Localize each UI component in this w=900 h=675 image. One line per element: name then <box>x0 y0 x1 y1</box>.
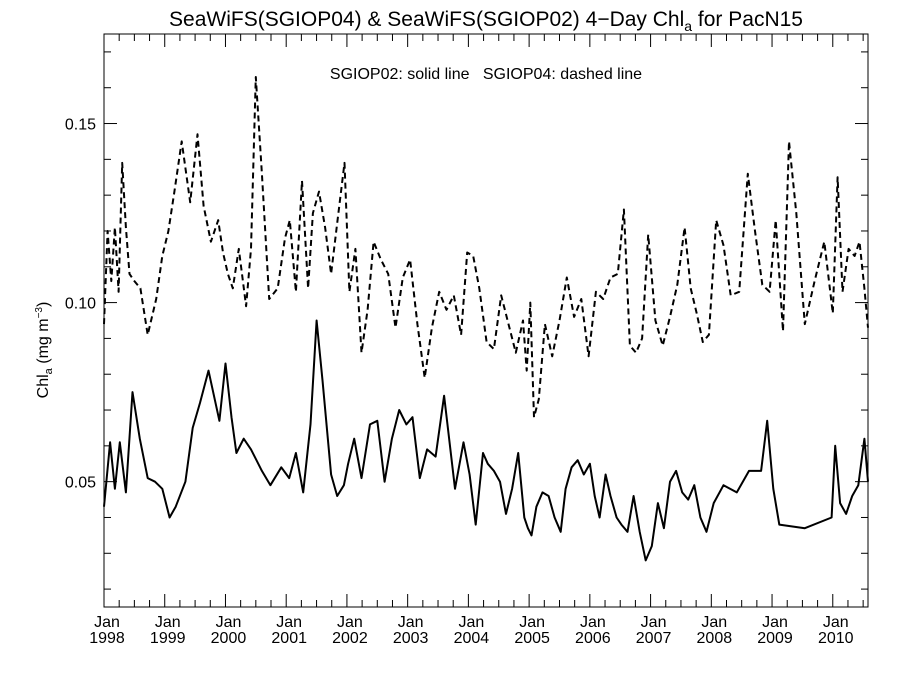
x-tick-label-year: 2002 <box>332 630 368 647</box>
x-tick-label-month: Jan <box>519 614 545 631</box>
x-tick-label-year: 1998 <box>89 630 125 647</box>
y-axis-label-close: ) <box>35 302 52 307</box>
y-axis-label-subscript: a <box>43 367 55 374</box>
y-axis-label-main: Chl <box>35 374 52 398</box>
y-tick-label: 0.05 <box>65 475 96 492</box>
y-axis-label-units: (mg m <box>35 318 52 368</box>
x-tick-label-year: 2004 <box>454 630 490 647</box>
x-tick-label-month: Jan <box>398 614 424 631</box>
chart-title-suffix: for PacN15 <box>692 8 803 31</box>
y-tick-label: 0.15 <box>65 117 96 134</box>
x-tick-label-year: 2008 <box>697 630 733 647</box>
series-line-sgiop02 <box>103 319 869 562</box>
x-tick-label-year: 2006 <box>575 630 611 647</box>
y-axis-label-superscript: −3 <box>34 307 45 319</box>
x-tick-label-month: Jan <box>580 614 606 631</box>
axis-ticks <box>103 34 868 607</box>
plot-frame <box>103 33 869 608</box>
x-tick-label-year: 2010 <box>818 630 854 647</box>
y-axis-label: Chla (mg m−3) <box>34 302 55 399</box>
x-tick-label-year: 2005 <box>514 630 550 647</box>
x-tick-label-year: 2009 <box>757 630 793 647</box>
x-tick-label-year: 2001 <box>271 630 307 647</box>
x-tick-label-month: Jan <box>762 614 788 631</box>
x-tick-label-month: Jan <box>458 614 484 631</box>
x-tick-label-month: Jan <box>337 614 363 631</box>
x-tick-label-month: Jan <box>94 614 120 631</box>
axis-tick-labels: 0.050.100.15Jan1998Jan1999Jan2000Jan2001… <box>65 117 854 647</box>
chart-title: SeaWiFS(SGIOP04) & SeaWiFS(SGIOP02) 4−Da… <box>169 8 803 34</box>
x-tick-label-month: Jan <box>701 614 727 631</box>
x-tick-label-month: Jan <box>823 614 849 631</box>
x-tick-label-month: Jan <box>641 614 667 631</box>
y-tick-label: 0.10 <box>65 296 96 313</box>
x-tick-label-year: 2003 <box>393 630 429 647</box>
x-tick-label-year: 2007 <box>636 630 672 647</box>
series-line-sgiop04 <box>103 76 869 419</box>
x-tick-label-month: Jan <box>216 614 242 631</box>
series-group <box>103 76 869 562</box>
x-tick-label-month: Jan <box>155 614 181 631</box>
legend-annotation: SGIOP02: solid line SGIOP04: dashed line <box>330 66 642 83</box>
chart-title-main: SeaWiFS(SGIOP04) & SeaWiFS(SGIOP02) 4−Da… <box>169 8 684 31</box>
x-tick-label-year: 2000 <box>211 630 247 647</box>
chart-title-subscript: a <box>684 18 692 34</box>
x-tick-label-month: Jan <box>276 614 302 631</box>
x-tick-label-year: 1999 <box>150 630 186 647</box>
